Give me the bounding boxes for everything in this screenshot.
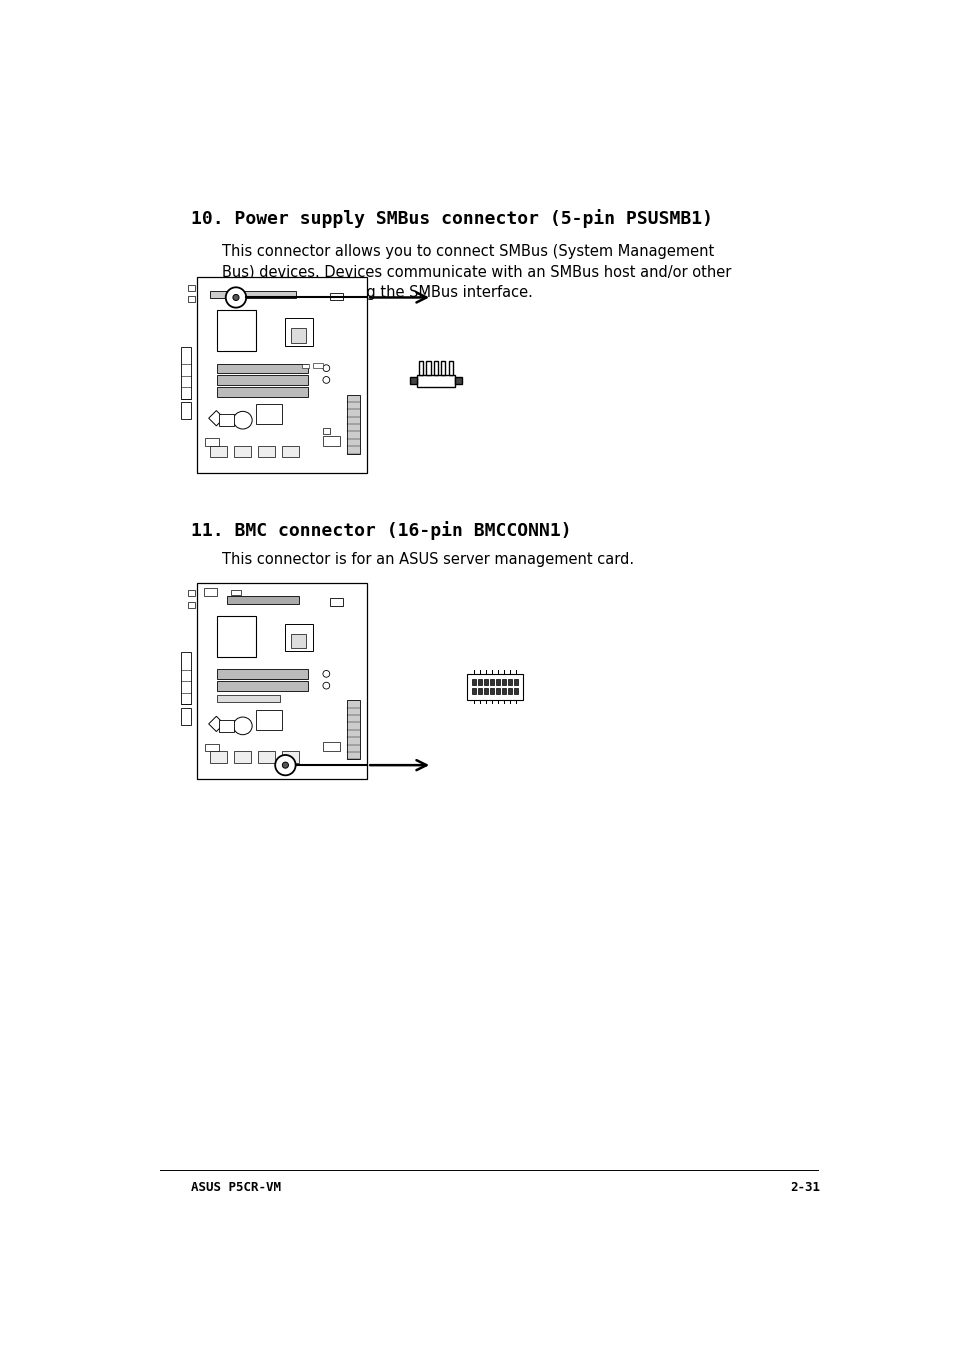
Bar [231, 590, 241, 596]
Bar [234, 446, 251, 458]
Bar [217, 694, 280, 703]
Bar [217, 363, 307, 373]
Bar [477, 688, 482, 694]
Bar [477, 680, 482, 685]
Bar [322, 436, 339, 446]
Text: Bus) devices. Devices communicate with an SMBus host and/or other: Bus) devices. Devices communicate with a… [222, 265, 731, 280]
Bar [467, 674, 522, 700]
Bar [258, 446, 274, 458]
Circle shape [226, 288, 246, 308]
Text: 11. BMC connector (16-pin BMCCONN1): 11. BMC connector (16-pin BMCCONN1) [192, 521, 572, 540]
Bar [211, 751, 227, 763]
Bar [330, 598, 343, 607]
Bar [490, 680, 494, 685]
Bar [217, 616, 256, 657]
Bar [218, 415, 234, 426]
Bar [507, 680, 512, 685]
Bar [322, 742, 339, 751]
Bar [514, 680, 517, 685]
Bar [501, 688, 506, 694]
Bar [501, 680, 506, 685]
Bar [282, 751, 298, 763]
Bar [188, 590, 194, 596]
Bar [347, 394, 360, 454]
Bar [181, 403, 191, 419]
Bar [330, 293, 343, 300]
Bar [490, 688, 494, 694]
Bar [218, 720, 234, 732]
Bar [418, 361, 423, 376]
Circle shape [322, 377, 330, 384]
Bar [472, 680, 476, 685]
Bar [188, 296, 194, 303]
Bar [302, 365, 309, 369]
Circle shape [322, 670, 330, 677]
Bar [203, 589, 217, 596]
Bar [483, 688, 488, 694]
Bar [217, 681, 307, 690]
Bar [347, 700, 360, 759]
Bar [472, 688, 476, 694]
Bar [291, 634, 306, 648]
Bar [205, 743, 218, 751]
Text: ASUS P5CR-VM: ASUS P5CR-VM [192, 1181, 281, 1194]
Bar [426, 361, 430, 376]
Bar [181, 653, 191, 704]
Text: 10. Power supply SMBus connector (5-pin PSUSMB1): 10. Power supply SMBus connector (5-pin … [192, 209, 713, 228]
Bar [227, 596, 298, 604]
Bar [448, 361, 453, 376]
Bar [483, 680, 488, 685]
Circle shape [282, 762, 288, 769]
Bar [211, 290, 295, 299]
Bar [496, 680, 499, 685]
Bar [409, 377, 416, 385]
Bar [211, 446, 227, 458]
Bar [205, 438, 218, 446]
Bar [507, 688, 512, 694]
Bar [217, 376, 307, 385]
Circle shape [274, 755, 295, 775]
Bar [256, 711, 282, 730]
Polygon shape [209, 716, 224, 731]
Bar [434, 361, 437, 376]
Bar [282, 446, 298, 458]
Bar [217, 311, 256, 351]
Text: This connector allows you to connect SMBus (System Management: This connector allows you to connect SMB… [222, 243, 714, 259]
Bar [196, 277, 367, 473]
Bar [285, 317, 313, 346]
Circle shape [322, 682, 330, 689]
Bar [217, 388, 307, 397]
Bar [258, 751, 274, 763]
Bar [285, 624, 313, 651]
Bar [514, 688, 517, 694]
Bar [322, 428, 330, 434]
Bar [234, 751, 251, 763]
Bar [188, 285, 194, 290]
Bar [440, 361, 445, 376]
Bar [313, 363, 322, 369]
Bar [416, 376, 454, 386]
Bar [291, 328, 306, 343]
Text: SMBus devices using the SMBus interface.: SMBus devices using the SMBus interface. [222, 285, 533, 300]
Ellipse shape [233, 411, 252, 430]
Text: This connector is for an ASUS server management card.: This connector is for an ASUS server man… [222, 551, 634, 566]
Bar [181, 347, 191, 399]
Bar [256, 404, 282, 424]
Bar [196, 582, 367, 780]
Bar [217, 669, 307, 678]
Ellipse shape [233, 717, 252, 735]
Bar [496, 688, 499, 694]
Polygon shape [209, 411, 224, 426]
Bar [181, 708, 191, 725]
Bar [188, 603, 194, 608]
Circle shape [322, 365, 330, 372]
Circle shape [233, 295, 239, 300]
Bar [454, 377, 462, 385]
Text: 2-31: 2-31 [789, 1181, 819, 1194]
